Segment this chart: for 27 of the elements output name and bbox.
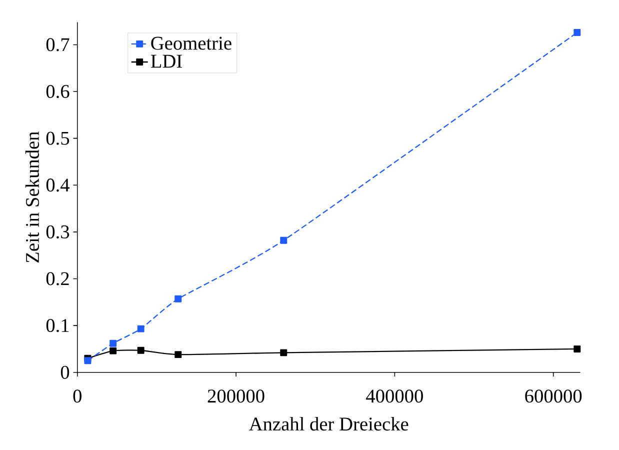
point [280, 349, 288, 356]
point [174, 296, 182, 302]
y-tick-label: 0.1 [46, 319, 69, 332]
y-tick-label: 0.5 [46, 132, 70, 146]
y-tick-label: 0.4 [46, 178, 70, 192]
y-tick-label: 0.3 [46, 225, 70, 239]
point [110, 340, 117, 347]
point [174, 351, 182, 358]
x-tick-label: 0 [73, 390, 82, 403]
legend-label: LDI [150, 55, 182, 68]
point [137, 325, 144, 332]
y-tick-label: 0 [60, 366, 70, 380]
point [280, 237, 288, 244]
y-axis-title: Zeit in Sekunden [25, 132, 40, 263]
x-tick-label: 400000 [366, 390, 423, 403]
y-tick-label: 0.6 [46, 85, 70, 98]
x-tick-label: 600000 [525, 390, 582, 403]
y-tick-label: 0.2 [46, 272, 69, 286]
y-tick-label: 0.7 [46, 38, 70, 52]
legend-label: Geometrie [151, 36, 232, 50]
x-axis-title: Anzahl der Dreiecke [249, 417, 408, 431]
point [137, 347, 144, 354]
point [110, 347, 117, 354]
point [574, 346, 581, 353]
point [84, 357, 92, 364]
point [574, 29, 581, 36]
x-tick-label: 200000 [208, 390, 264, 403]
